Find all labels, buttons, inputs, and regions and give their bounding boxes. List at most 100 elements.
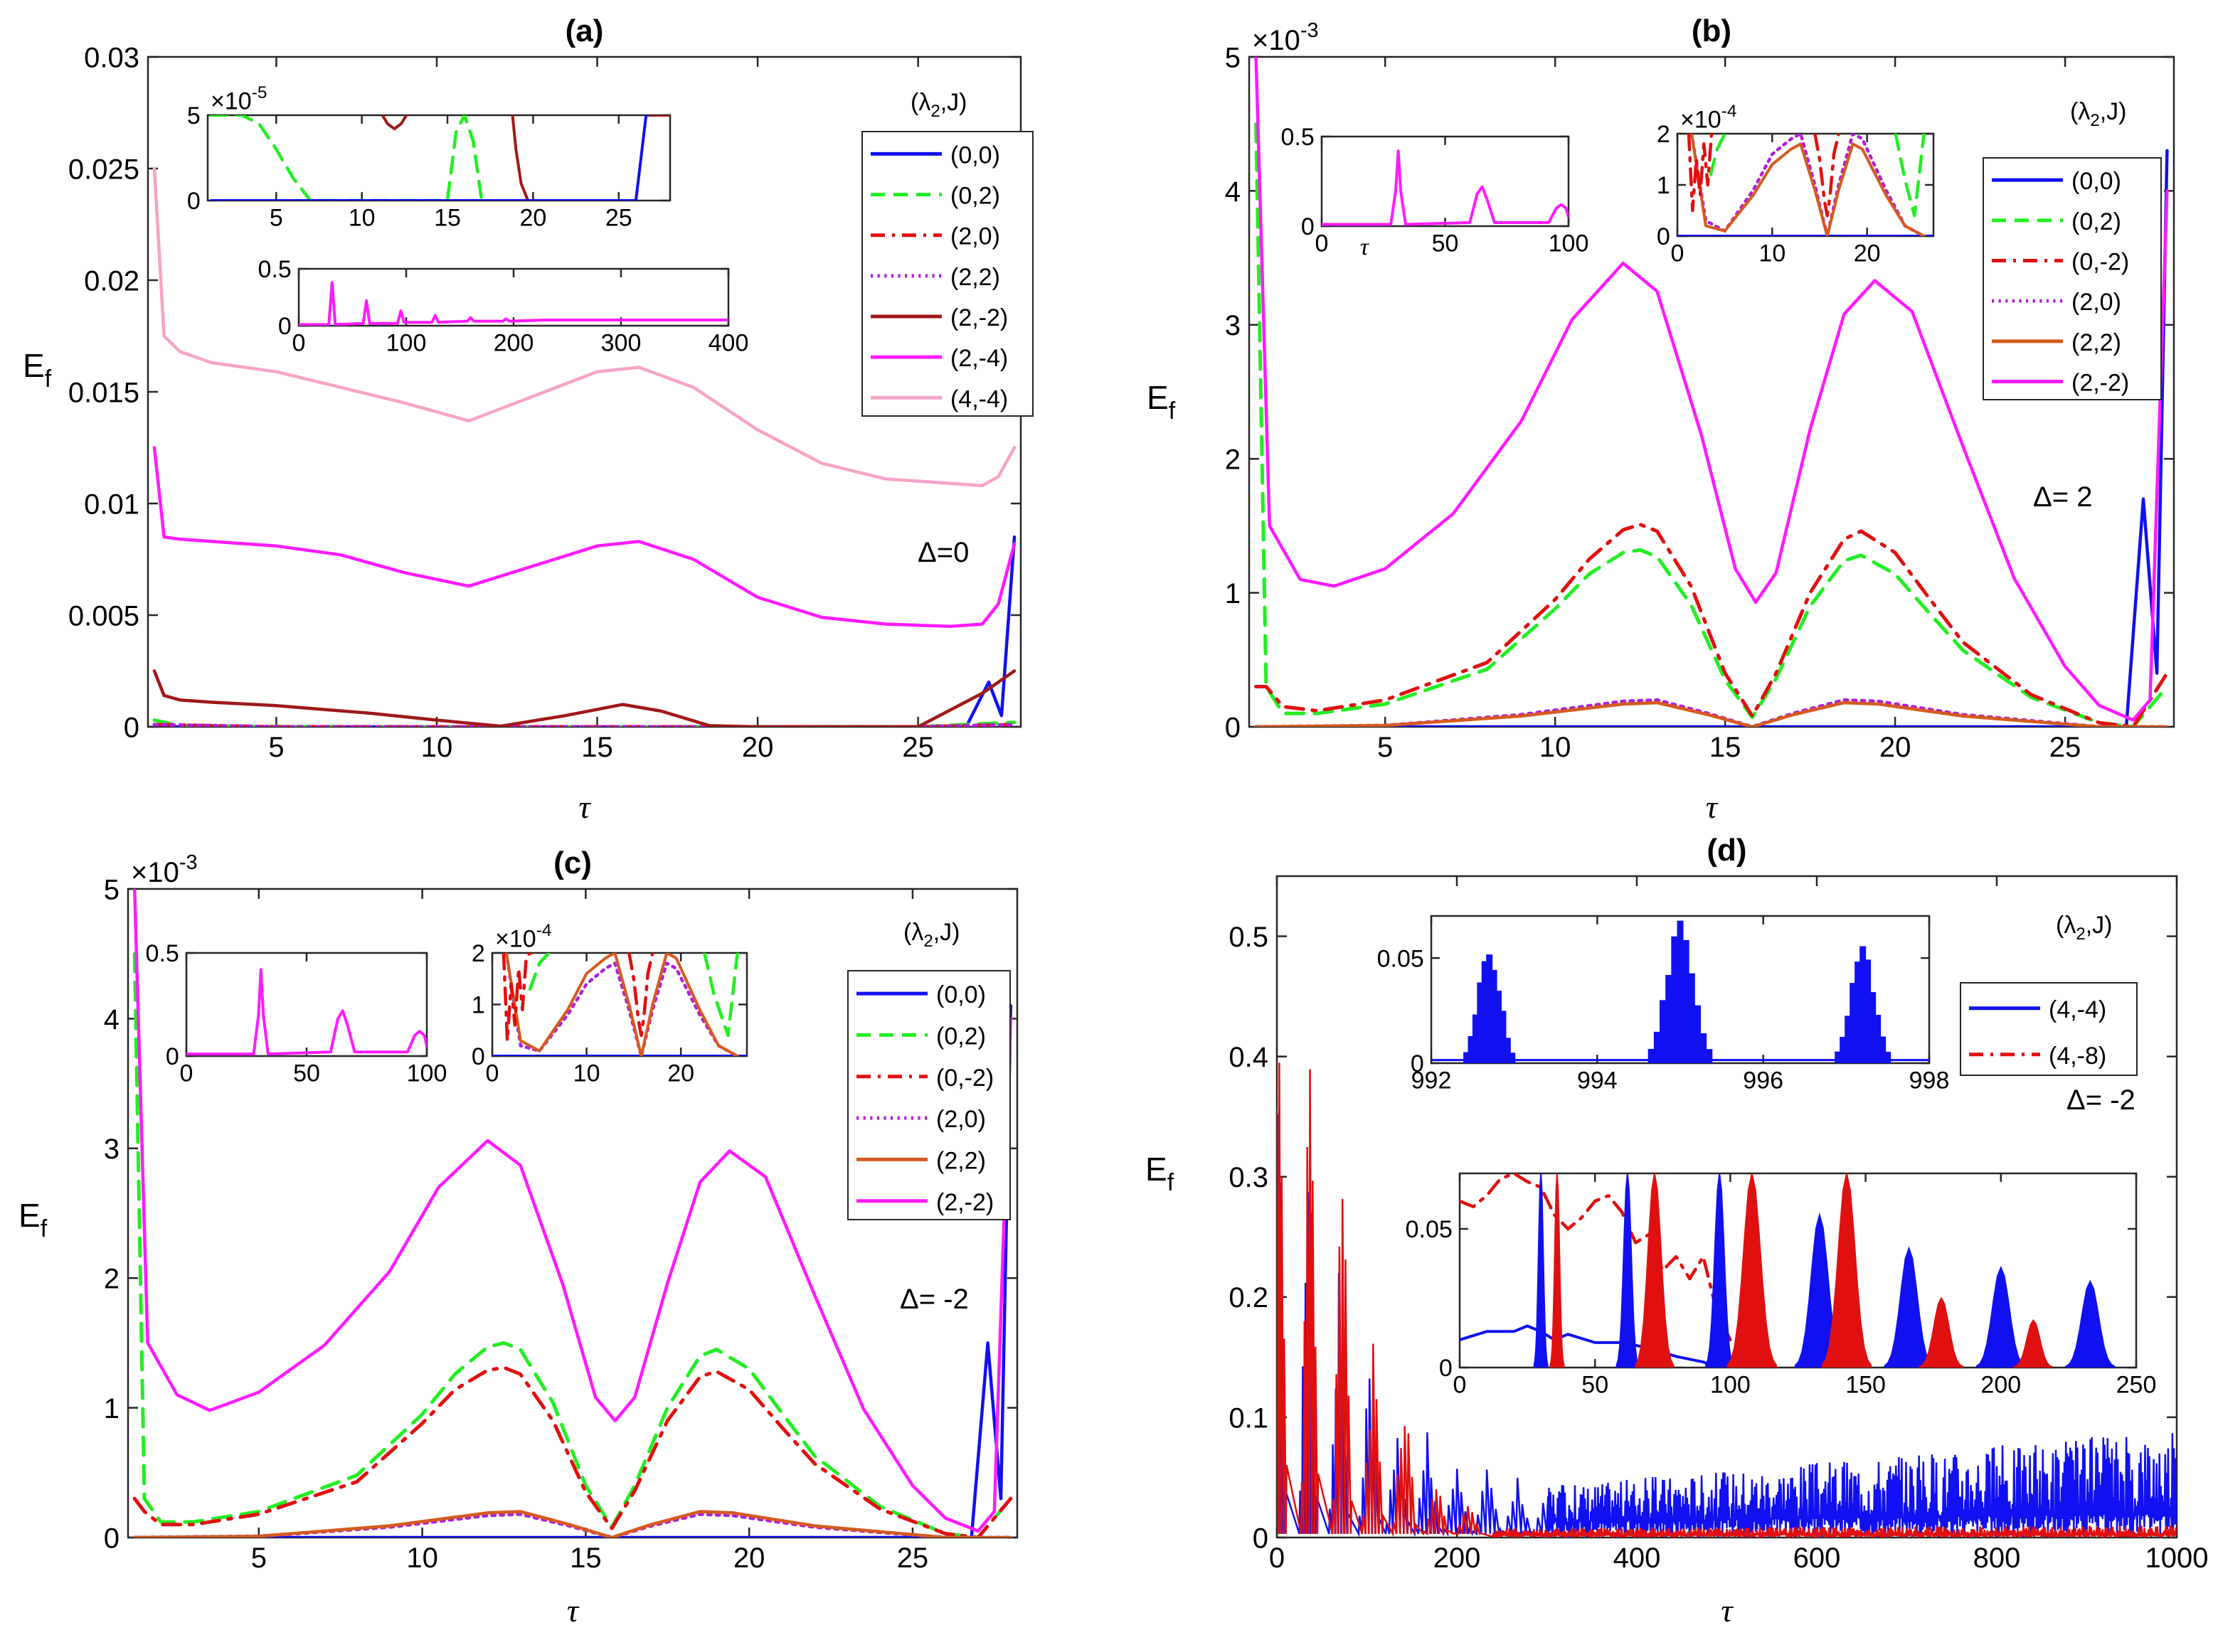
panel-c-series-0-2 <box>132 1365 1013 1538</box>
panel-a-delta-annotation: Δ=0 <box>918 537 969 568</box>
panel-c-series-2-2 <box>132 889 1013 1533</box>
panel-b-inset-b2: 0 10 20 0 1 2 ×10-4 <box>1657 102 1935 267</box>
panel-a-ytick-label: 0.005 <box>68 600 139 632</box>
panel-d-xtick-label: 800 <box>1973 1542 2021 1574</box>
panel-a-inset-a1-series <box>209 115 484 201</box>
panel-a-legend-label: (2,-2) <box>950 304 1008 331</box>
panel-b-inset-b2-xtick-label: 0 <box>1671 240 1684 267</box>
panel-b-ytick-label: 3 <box>1225 310 1241 341</box>
panel-a-inset-a1-ytick-label: 5 <box>187 102 201 129</box>
panel-d-ytick-label: 0.1 <box>1229 1402 1268 1434</box>
panel-c-ytick-label: 0 <box>104 1523 120 1554</box>
panel-d-ytick-label: 0.3 <box>1229 1162 1268 1193</box>
panel-d-inset-d1-xtick-label: 996 <box>1743 1067 1783 1094</box>
panel-c-xtick-label: 15 <box>570 1542 602 1574</box>
panel-a-inset-a2: 0 100 200 300 400 0 0.5 <box>258 256 749 356</box>
panel-a-ytick-label: 0 <box>124 712 139 743</box>
panel-d-xtick-label: 600 <box>1793 1542 1841 1574</box>
panel-a-inset-a1-xtick-label: 20 <box>519 205 546 232</box>
panel-d-legend <box>1960 982 2138 1076</box>
panel-c-xtick-label: 20 <box>733 1542 765 1574</box>
panel-c-inset-c1-series <box>186 968 427 1056</box>
panel-c-series-group <box>132 889 1013 1538</box>
panel-b-inset-b2-xtick-label: 10 <box>1758 240 1785 267</box>
panel-a-inset-a1-series <box>511 115 535 201</box>
panel-b-inset-b2-series <box>1687 134 1717 213</box>
panel-c-inset-c2-xtick-label: 10 <box>573 1060 600 1087</box>
panel-c-ylabel: Ef <box>18 1197 48 1242</box>
panel-c-xtick-label: 25 <box>897 1542 929 1574</box>
panel-c-ytick-label: 3 <box>104 1134 120 1165</box>
panel-c-inset-c2-series <box>504 953 739 1056</box>
panel-b-xtick-label: 20 <box>1879 732 1911 763</box>
panel-a-inset-a1-xtick-label: 5 <box>270 205 283 232</box>
panel-c-title: (c) <box>553 846 592 880</box>
panel-a-ytick-label: 0.03 <box>84 42 139 73</box>
panel-a-ytick-label: 0.02 <box>84 265 139 297</box>
panel-b-ytick-label: 2 <box>1225 444 1241 476</box>
panel-d-inset-d2-xtick-label: 100 <box>1710 1372 1751 1399</box>
panel-b-title: (b) <box>1692 14 1731 48</box>
panel-d-xtick-label: 400 <box>1613 1542 1661 1574</box>
panel-a-ytick-label: 0.01 <box>84 489 139 520</box>
panel-a-legend-label: (2,-4) <box>950 345 1008 372</box>
panel-a-inset-a2-xtick-label: 0 <box>292 330 306 357</box>
panel-c-inset-c2: 0 10 20 0 1 2 ×10-4 <box>472 921 748 1087</box>
panel-b-inset-b2-ytick-label: 2 <box>1657 121 1670 148</box>
panel-b-inset-b1-ytick-label: 0 <box>1301 213 1315 240</box>
panel-a-inset-a1: 5 10 15 20 25 0 5 ×10-5 <box>187 83 672 232</box>
panel-d-xlabel: τ <box>1721 1592 1734 1629</box>
panel-d-legend-title: (λ2,J) <box>2056 912 2112 944</box>
panel-d-inset-d2-blob <box>2065 1279 2116 1368</box>
panel-c-series-22 <box>132 1510 1013 1538</box>
panel-d-inset-d1-xtick-label: 998 <box>1909 1067 1950 1094</box>
panel-c-inset-c1-ytick-label: 0.5 <box>146 940 179 967</box>
panel-c-inset-c1-ytick-label: 0 <box>166 1043 179 1070</box>
panel-a-inset-a1-xtick-label: 25 <box>605 205 632 232</box>
panel-a-inset-a2-xtick-label: 400 <box>709 330 749 357</box>
panel-c-inset-c2-series <box>703 953 739 1038</box>
panel-b-legend-label: (2,2) <box>2071 329 2121 356</box>
panel-c-inset-c2-ytick-label: 2 <box>472 940 485 967</box>
panel-b-inset-b2-xtick-label: 20 <box>1854 240 1881 267</box>
panel-b-legend <box>1983 157 2162 400</box>
panel-d-inset-d2-xtick-label: 200 <box>1980 1372 2021 1399</box>
panel-d-inset-d1-ytick-label: 0 <box>1411 1050 1424 1077</box>
panel-d-inset-d1-xtick-label: 994 <box>1577 1067 1618 1094</box>
panel-a-ylabel: Ef <box>23 347 52 393</box>
panel-b-series-2-2 <box>1254 57 2169 722</box>
panel-d-inset-d2-xtick-label: 150 <box>1845 1372 1886 1399</box>
panel-d-inset-d2-xtick-label: 0 <box>1453 1372 1467 1399</box>
panel-b-xtick-label: 10 <box>1539 732 1571 763</box>
panel-a-legend-label: (0,2) <box>950 183 1000 210</box>
panel-c-inset-c2-ytick-label: 1 <box>472 992 485 1019</box>
panel-d-delta-annotation: Δ= -2 <box>2066 1085 2135 1116</box>
panel-d-inset-d2-xtick-label: 250 <box>2116 1372 2157 1399</box>
panel-d-inset-d2-ytick-label: 0.05 <box>1406 1216 1453 1243</box>
panel-d-ytick-label: 0.5 <box>1229 922 1268 953</box>
panel-a-xtick-label: 25 <box>902 732 934 763</box>
panel-b-xtick-label: 25 <box>2049 732 2081 763</box>
panel-a-series-4-4 <box>152 166 1017 488</box>
panel-b-inset-b2-ytick-label: 1 <box>1657 172 1670 199</box>
panel-b-legend-label: (0,2) <box>2071 208 2121 235</box>
panel-a-xtick-label: 10 <box>421 732 453 763</box>
panel-d-ytick-label: 0.2 <box>1229 1282 1268 1313</box>
panel-a-ytick-label: 0.025 <box>68 154 139 185</box>
panel-a-xtick-label: 15 <box>581 732 613 763</box>
panel-c-series-00 <box>132 1003 1013 1538</box>
panel-a-legend-label: (2,0) <box>950 223 1000 250</box>
panel-c-inset-c1: 0 50 100 0 0.5 <box>146 940 447 1087</box>
panel-a-xlabel: τ <box>578 789 591 825</box>
panel-b-series-02 <box>1254 122 2169 727</box>
panel-b-inset-b1-xtick-label: 100 <box>1549 230 1589 257</box>
panel-d-ylabel: Ef <box>1145 1151 1174 1196</box>
panel-c-legend-label: (2,-2) <box>936 1189 994 1216</box>
panel-c-delta-annotation: Δ= -2 <box>900 1284 969 1315</box>
panel-c-inset-c1-xtick-label: 50 <box>293 1060 320 1087</box>
panel-d-inset-d2-series <box>1460 1173 1732 1342</box>
panel-c-inset-c2-series <box>528 953 551 991</box>
panel-a-inset-a2-series <box>299 281 728 326</box>
panel-a-title: (a) <box>566 14 604 48</box>
panel-c-inset-c1-xtick-label: 0 <box>180 1060 193 1087</box>
